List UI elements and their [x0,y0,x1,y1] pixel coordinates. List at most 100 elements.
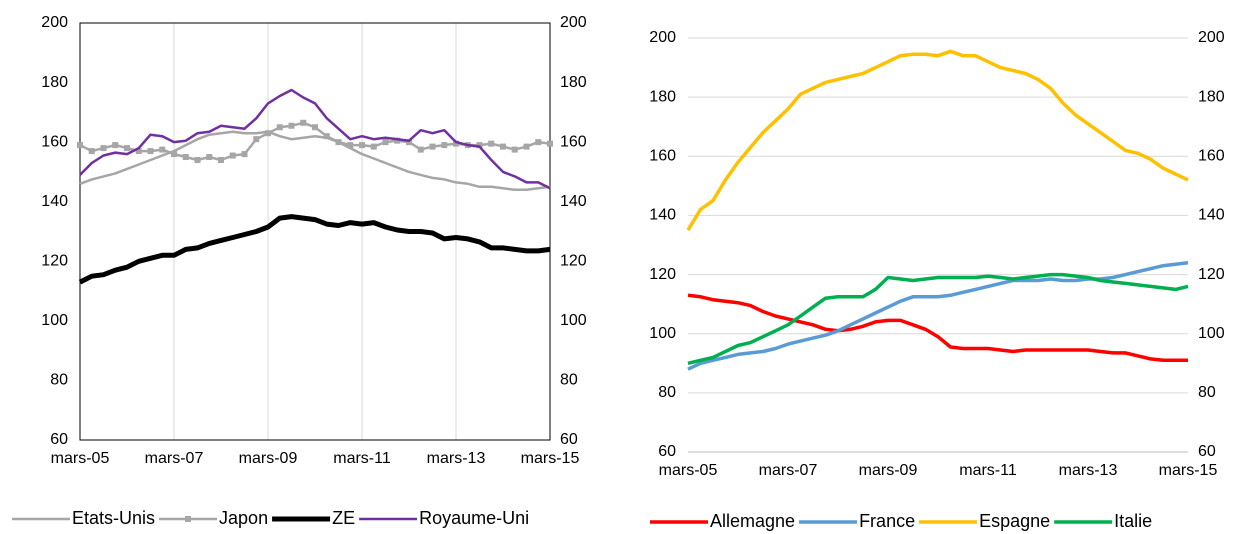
series-marker [359,142,365,149]
series-marker [229,152,236,159]
y-tick-label: 200 [41,14,68,31]
x-tick-label: mars-15 [1159,462,1218,479]
series-line [687,272,1189,366]
legend-label: France [859,511,915,531]
legend-label: Espagne [979,511,1050,531]
series-marker [488,140,495,147]
x-tick-label: mars-09 [239,450,298,467]
series-line [686,49,1189,232]
legend-marker [185,516,192,522]
y2-tick-label: 180 [560,74,587,91]
legend-label: Italie [1114,511,1152,531]
y-tick-label: 80 [50,372,68,389]
y2-tick-label: 100 [560,312,587,329]
y2-tick-label: 60 [560,431,578,448]
series-marker [77,142,83,149]
series-marker [312,124,318,131]
series-marker [206,154,213,161]
y2-tick-label: 160 [560,133,587,150]
y2-tick-label: 80 [1198,384,1216,401]
y-tick-label: 180 [41,74,68,91]
series-marker [370,143,377,150]
series-marker [535,139,542,146]
series-marker [100,145,107,152]
y-tick-label: 100 [649,325,676,342]
y2-tick-label: 120 [560,253,587,270]
series-line [687,293,1188,363]
series-line [78,214,551,285]
series-marker [135,148,142,155]
y-tick-label: 60 [50,431,68,448]
x-tick-label: mars-15 [521,450,580,467]
y2-tick-label: 120 [1198,266,1225,283]
y2-tick-label: 200 [560,14,587,31]
series-marker [241,151,248,158]
y-tick-label: 100 [41,312,68,329]
legend-label: Etats-Unis [72,508,155,528]
series-marker [429,143,436,150]
legend-label: ZE [332,508,355,528]
x-tick-label: mars-13 [1059,462,1118,479]
series-marker [218,157,224,164]
legend-label: Allemagne [710,511,795,531]
y2-tick-label: 180 [1198,88,1225,105]
series-marker [112,142,119,149]
series-line [687,260,1189,371]
series-marker [417,146,424,153]
series-marker [159,146,166,153]
y-tick-label: 160 [649,148,676,165]
series-line [79,130,551,192]
series-marker [253,136,260,143]
x-tick-label: mars-11 [333,450,391,467]
series-marker [441,142,448,149]
series-marker [323,133,330,140]
y2-tick-label: 100 [1198,325,1225,342]
y-tick-label: 60 [658,443,676,460]
series-marker [171,151,177,158]
series-marker [453,140,459,147]
legend-label: Japon [219,508,268,528]
series-line [79,88,551,190]
plot-frame [79,22,551,441]
series-marker [194,157,201,164]
y2-tick-label: 160 [1198,148,1225,165]
series-marker [347,142,354,149]
y2-tick-label: 140 [560,193,587,210]
series-marker [124,145,130,152]
series-marker [511,146,518,153]
legend-label: Royaume-Uni [419,508,529,528]
y2-tick-label: 60 [1198,443,1216,460]
series-marker [265,130,271,137]
x-tick-label: mars-07 [759,462,818,479]
y-tick-label: 80 [658,384,676,401]
series-marker [276,124,283,131]
series-marker [476,142,483,149]
x-tick-label: mars-11 [959,462,1017,479]
series-marker [335,139,342,146]
series-marker [147,148,154,155]
x-tick-label: mars-13 [427,450,486,467]
y2-tick-label: 80 [560,372,578,389]
y2-tick-label: 140 [1198,207,1225,224]
y-tick-label: 140 [41,193,68,210]
y-tick-label: 180 [649,88,676,105]
series-marker [300,119,307,126]
series-marker [500,143,506,150]
x-tick-label: mars-07 [145,450,204,467]
y2-tick-label: 200 [1198,29,1225,46]
x-tick-label: mars-05 [51,450,110,467]
series-marker [88,148,95,155]
series-marker [394,137,401,144]
y-tick-label: 140 [649,207,676,224]
y-tick-label: 160 [41,133,68,150]
series-marker [547,140,553,147]
y-tick-label: 120 [649,266,676,283]
y-tick-label: 200 [649,29,676,46]
series-marker [288,122,295,129]
series-marker [523,143,530,150]
series-marker [182,154,189,161]
series-marker [382,139,389,146]
x-tick-label: mars-09 [859,462,918,479]
